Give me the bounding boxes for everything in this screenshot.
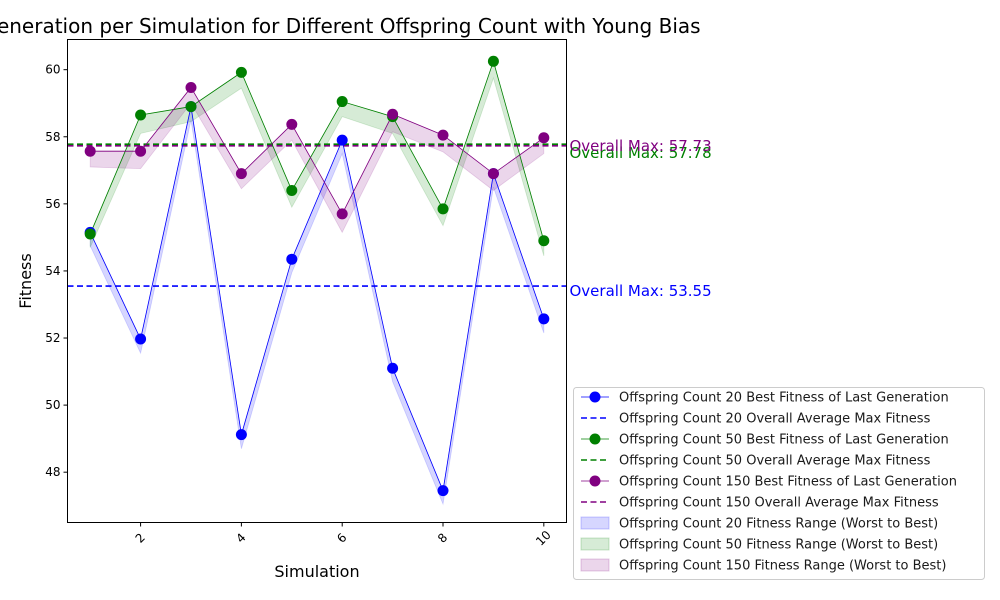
y-tick-label: 54 xyxy=(45,264,60,278)
point-series-2-sim-3 xyxy=(185,101,197,113)
point-series-3-sim-5 xyxy=(286,118,298,130)
range-band-series-2 xyxy=(89,59,545,256)
legend-marker-swatch xyxy=(589,433,601,445)
series-markers xyxy=(84,55,550,497)
point-series-1-sim-5 xyxy=(286,253,298,265)
point-series-3-sim-6 xyxy=(336,208,348,220)
chart-title: Last Generation per Simulation for Diffe… xyxy=(0,14,701,38)
legend-entry-overall-1: Offspring Count 20 Overall Average Max F… xyxy=(619,412,931,427)
point-series-1-sim-6 xyxy=(336,134,348,146)
y-tick-label: 58 xyxy=(45,130,60,144)
y-axis-label: Fitness xyxy=(16,253,35,308)
point-series-3-sim-3 xyxy=(185,81,197,93)
legend-entry-best-3: Offspring Count 150 Best Fitness of Last… xyxy=(619,475,957,490)
legend-entry-best-2: Offspring Count 50 Best Fitness of Last … xyxy=(619,433,949,448)
legend-entry-overall-3: Offspring Count 150 Overall Average Max … xyxy=(619,496,939,511)
legend-entry-best-1: Offspring Count 20 Best Fitness of Last … xyxy=(619,391,949,406)
x-axis-ticks: 2 4 6 8 10 xyxy=(133,522,554,549)
legend-marker-swatch xyxy=(589,391,601,403)
point-series-3-sim-2 xyxy=(135,145,147,157)
y-tick-label: 52 xyxy=(45,331,60,345)
point-series-2-sim-10 xyxy=(538,235,550,247)
point-series-2-sim-8 xyxy=(437,203,449,215)
series-line-3 xyxy=(90,86,545,215)
legend: Offspring Count 20 Best Fitness of Last … xyxy=(573,387,985,580)
point-series-2-sim-6 xyxy=(336,96,348,108)
point-series-2-sim-9 xyxy=(487,55,499,67)
y-tick-label: 48 xyxy=(45,465,60,479)
point-series-3-sim-8 xyxy=(437,129,449,141)
plot-frame xyxy=(67,39,567,523)
point-series-1-sim-8 xyxy=(437,485,449,497)
overall-max-annotations: Overall Max: 53.55 Overall Max: 57.78Over… xyxy=(570,137,712,300)
legend-entry-range-2: Offspring Count 50 Fitness Range (Worst … xyxy=(619,538,938,553)
point-series-2-sim-1 xyxy=(84,228,96,240)
legend-frame xyxy=(573,387,985,580)
point-series-2-sim-5 xyxy=(286,184,298,196)
x-tick-label: 6 xyxy=(334,530,349,545)
point-series-2-sim-2 xyxy=(135,109,147,121)
legend-band-swatch xyxy=(580,558,610,572)
y-axis-ticks: 48 50 52 54 56 58 60 xyxy=(45,63,68,479)
legend-marker-swatch xyxy=(589,475,601,487)
legend-entry-range-1: Offspring Count 20 Fitness Range (Worst … xyxy=(619,517,938,532)
point-series-3-sim-7 xyxy=(387,108,399,120)
overall-max-annotation-series-3: Overall Max: 57.73 xyxy=(570,137,712,155)
legend-band-swatch xyxy=(580,537,610,551)
series-line-1 xyxy=(89,106,545,493)
point-series-2-sim-4 xyxy=(235,66,247,78)
x-tick-label: 10 xyxy=(533,528,554,549)
point-series-3-sim-10 xyxy=(538,132,550,144)
x-axis-label: Simulation xyxy=(274,562,359,581)
legend-entry-range-3: Offspring Count 150 Fitness Range (Worst… xyxy=(619,559,946,574)
series-line-2 xyxy=(89,59,545,241)
series-lines xyxy=(89,59,545,493)
y-tick-label: 50 xyxy=(45,398,60,412)
point-series-3-sim-1 xyxy=(84,145,96,157)
overall-max-annotation-series-1: Overall Max: 53.55 xyxy=(570,282,712,300)
x-tick-label: 4 xyxy=(233,530,248,545)
y-tick-label: 56 xyxy=(45,197,60,211)
x-tick-label: 8 xyxy=(435,530,450,545)
point-series-3-sim-9 xyxy=(487,168,499,180)
point-series-1-sim-7 xyxy=(387,362,399,374)
point-series-1-sim-10 xyxy=(538,313,550,325)
point-series-3-sim-4 xyxy=(235,168,247,180)
legend-band-swatch xyxy=(580,516,610,530)
overall-max-annotation-series-2: Overall Max: 57.78 xyxy=(570,144,712,162)
legend-entry-overall-2: Offspring Count 50 Overall Average Max F… xyxy=(619,454,931,469)
point-series-1-sim-4 xyxy=(235,429,247,441)
x-tick-label: 2 xyxy=(133,530,148,545)
point-series-1-sim-2 xyxy=(135,333,147,345)
y-tick-label: 60 xyxy=(45,63,60,77)
